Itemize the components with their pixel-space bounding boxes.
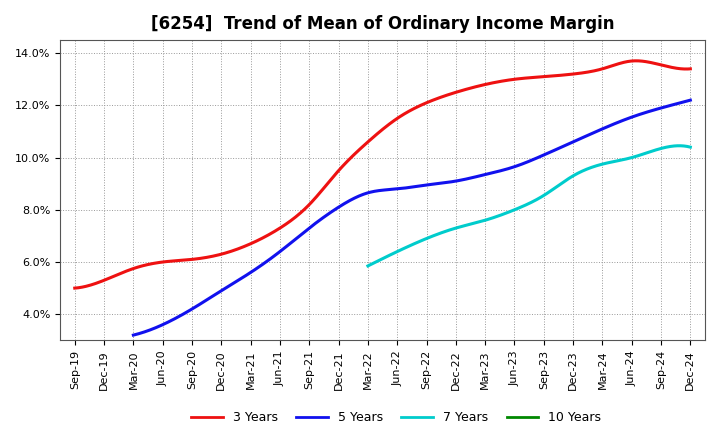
Title: [6254]  Trend of Mean of Ordinary Income Margin: [6254] Trend of Mean of Ordinary Income … <box>150 15 614 33</box>
Legend: 3 Years, 5 Years, 7 Years, 10 Years: 3 Years, 5 Years, 7 Years, 10 Years <box>186 407 606 429</box>
